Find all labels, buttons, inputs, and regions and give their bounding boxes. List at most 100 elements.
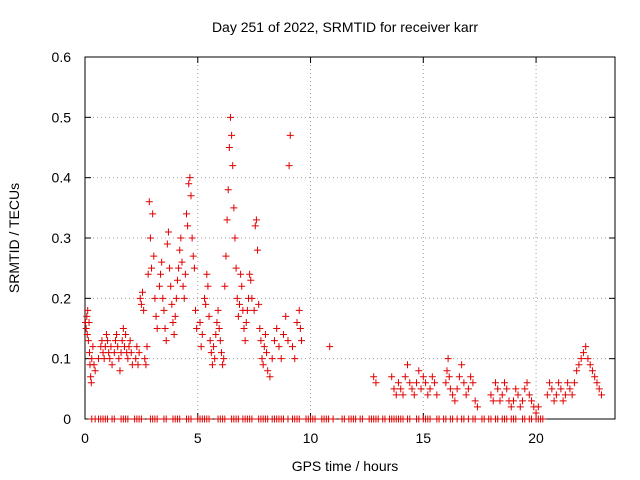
data-point [557,385,565,393]
data-point [151,294,159,302]
data-point [431,379,439,387]
y-tick-label: 0.2 [52,290,72,306]
data-point [473,403,481,411]
data-point [241,337,249,345]
y-tick-label: 0.6 [52,49,72,65]
data-point [546,379,554,387]
data-point [173,276,181,284]
data-point [277,355,285,363]
data-point [148,264,156,272]
data-point [215,325,223,332]
data-point [264,367,272,375]
data-point [268,355,276,363]
data-point [460,379,468,387]
data-point [84,306,92,314]
data-point [469,379,477,387]
data-point [83,312,91,320]
data-point [445,373,453,381]
data-point [512,415,520,423]
data-point [251,222,259,230]
data-point [256,325,264,332]
data-point [295,415,303,423]
data-point [568,391,576,399]
data-point [111,337,119,345]
data-point [593,379,601,387]
data-point [171,312,179,320]
data-point [113,331,121,339]
data-point [184,222,192,230]
data-point [442,379,450,387]
data-point [254,246,262,254]
data-point [152,312,160,320]
data-point [284,337,292,345]
data-point [257,337,265,345]
data-point [192,306,200,314]
data-point [577,355,585,363]
data-point [543,391,551,399]
data-point [187,415,195,423]
data-point [404,361,412,369]
data-point [211,355,219,363]
data-point [102,331,110,339]
data-point [153,325,161,332]
data-point [110,415,118,423]
data-point [229,162,237,170]
data-point [591,373,599,381]
data-point [390,385,398,393]
data-point [233,294,241,302]
data-point [82,325,90,332]
data-point [575,361,583,369]
data-point [122,331,130,339]
grid [85,57,615,419]
data-point [136,294,144,302]
data-point [507,403,515,411]
data-point [115,355,123,363]
data-point [595,385,603,393]
data-point [158,258,166,266]
data-point [489,397,497,405]
data-point [162,337,170,345]
data-point [133,343,141,351]
data-point [275,343,283,351]
data-point [83,331,91,339]
data-point [516,403,524,411]
data-point [561,391,569,399]
x-tick-label: 10 [303,430,319,446]
data-point [500,379,508,387]
data-point [329,415,337,423]
data-point [159,294,167,302]
data-point [135,349,143,357]
data-point [141,355,149,363]
data-point [255,300,263,308]
data-point [87,373,95,381]
data-point [406,379,414,387]
data-point [242,318,250,326]
data-point [88,355,96,363]
data-point [87,379,95,387]
data-point [170,331,178,339]
data-point [462,391,470,399]
data-point [579,349,587,357]
data-point [193,325,201,332]
data-point [223,216,231,224]
data-point [142,361,150,369]
data-point [179,282,187,290]
data-point [137,415,145,423]
data-point [252,216,260,224]
data-point [208,361,216,369]
data-point [443,367,451,375]
data-point [197,343,205,351]
data-point [89,343,97,351]
data-point [293,318,301,326]
data-point [222,252,230,260]
y-tick-label: 0.5 [52,109,72,125]
data-point [231,234,239,242]
data-point [282,312,290,320]
data-point [539,415,547,423]
data-point [91,367,99,375]
data-point [198,331,206,339]
data-point [498,391,506,399]
data-point [408,385,416,393]
data-point [311,415,319,423]
data-point [107,343,115,351]
